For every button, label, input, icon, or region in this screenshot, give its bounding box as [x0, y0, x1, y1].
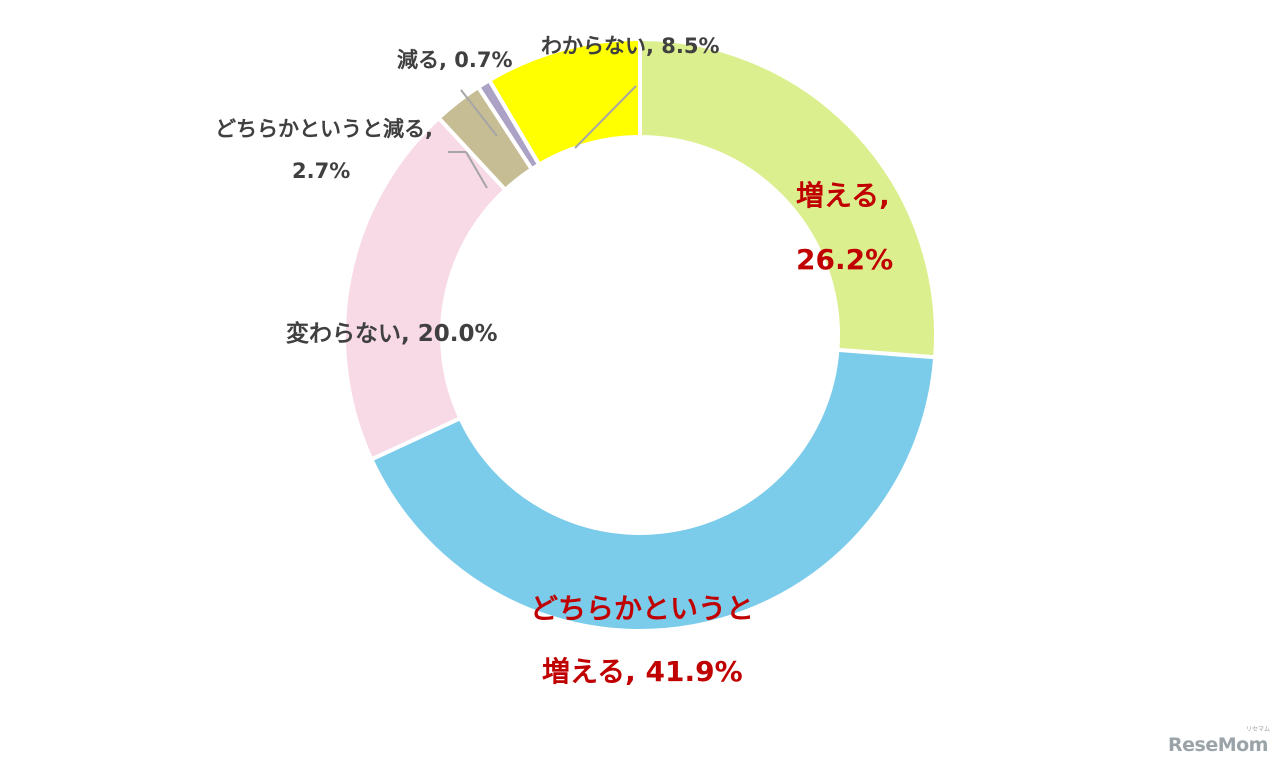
leader-line-somewhat-decrease-d — [465, 151, 488, 189]
slice-label-increase: 増える, — [796, 179, 890, 212]
slice-label-somewhat-decrease: どちらかというと減る, — [215, 117, 433, 141]
slice-value-somewhat-decrease: 2.7% — [292, 159, 351, 183]
slice-label-no-change: 変わらない, 20.0% — [286, 321, 498, 347]
slice-label-dont-know: わからない, 8.5% — [541, 34, 720, 58]
slice-value-somewhat-increase: 増える, 41.9% — [542, 655, 743, 688]
donut-slice-increase — [638, 36, 938, 360]
donut-slice-no-change — [342, 115, 509, 463]
slice-value-increase: 26.2% — [796, 243, 894, 276]
donut-slice-somewhat-increase — [368, 347, 938, 633]
leader-lines — [448, 85, 637, 189]
resemom-logo: ReseMom — [1168, 734, 1268, 756]
leader-line-decrease — [460, 89, 498, 137]
resemom-logo-ruby: リセマム — [1246, 726, 1271, 733]
slice-label-decrease: 減る, 0.7% — [397, 48, 513, 72]
donut-slices — [342, 36, 938, 633]
slice-label-somewhat-increase: どちらかというと — [530, 592, 755, 625]
donut-slice-dont-know — [486, 36, 642, 168]
leader-line-dont-know — [574, 85, 637, 149]
